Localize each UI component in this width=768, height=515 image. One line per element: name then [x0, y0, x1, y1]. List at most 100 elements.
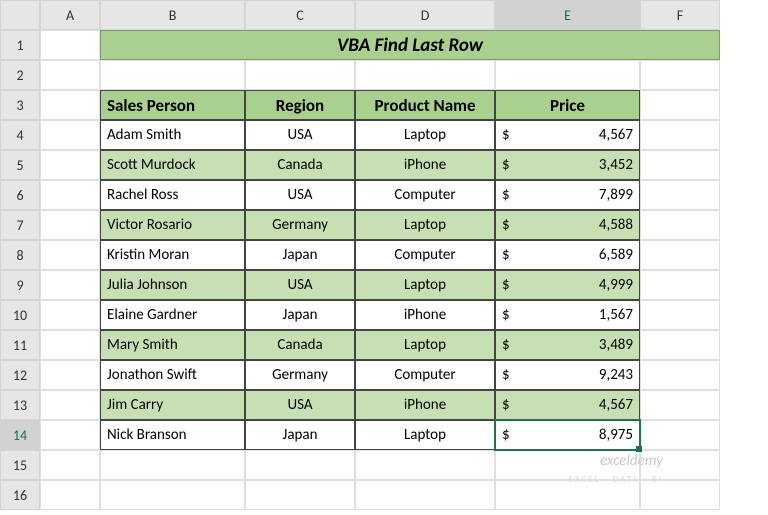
cell-price[interactable]: $4,567	[495, 120, 640, 150]
cell-person[interactable]: Mary Smith	[100, 330, 245, 360]
cell-product[interactable]: Laptop	[355, 330, 495, 360]
empty-cell[interactable]	[640, 90, 720, 120]
row-header[interactable]: 14	[0, 420, 40, 450]
empty-cell[interactable]	[245, 450, 355, 480]
empty-cell[interactable]	[100, 480, 245, 510]
empty-cell[interactable]	[640, 300, 720, 330]
row-header[interactable]: 15	[0, 450, 40, 480]
cell-price[interactable]: $4,588	[495, 210, 640, 240]
empty-cell[interactable]	[355, 450, 495, 480]
empty-cell[interactable]	[40, 270, 100, 300]
col-header[interactable]: C	[245, 0, 355, 30]
row-header[interactable]: 12	[0, 360, 40, 390]
empty-cell[interactable]	[40, 300, 100, 330]
empty-cell[interactable]	[100, 60, 245, 90]
cell-person[interactable]: Rachel Ross	[100, 180, 245, 210]
cell-person[interactable]: Scott Murdock	[100, 150, 245, 180]
cell-price[interactable]: $3,452	[495, 150, 640, 180]
empty-cell[interactable]	[40, 480, 100, 510]
cell-person[interactable]: Julia Johnson	[100, 270, 245, 300]
empty-cell[interactable]	[40, 90, 100, 120]
row-header[interactable]: 13	[0, 390, 40, 420]
empty-cell[interactable]	[40, 330, 100, 360]
cell-product[interactable]: Computer	[355, 180, 495, 210]
cell-region[interactable]: USA	[245, 120, 355, 150]
cell-person[interactable]: Victor Rosario	[100, 210, 245, 240]
cell-product[interactable]: Laptop	[355, 420, 495, 450]
cell-price[interactable]: $4,999	[495, 270, 640, 300]
cell-person[interactable]: Adam Smith	[100, 120, 245, 150]
cell-price[interactable]: $8,975	[495, 420, 640, 450]
cell-region[interactable]: Japan	[245, 300, 355, 330]
empty-cell[interactable]	[40, 120, 100, 150]
empty-cell[interactable]	[40, 180, 100, 210]
cell-product[interactable]: iPhone	[355, 300, 495, 330]
empty-cell[interactable]	[640, 180, 720, 210]
row-header[interactable]: 1	[0, 30, 40, 60]
empty-cell[interactable]	[640, 390, 720, 420]
corner-cell[interactable]	[0, 0, 40, 30]
empty-cell[interactable]	[640, 210, 720, 240]
empty-cell[interactable]	[40, 390, 100, 420]
empty-cell[interactable]	[40, 210, 100, 240]
empty-cell[interactable]	[40, 450, 100, 480]
cell-person[interactable]: Nick Branson	[100, 420, 245, 450]
empty-cell[interactable]	[245, 480, 355, 510]
cell-product[interactable]: iPhone	[355, 150, 495, 180]
cell-region[interactable]: Canada	[245, 330, 355, 360]
cell-person[interactable]: Jonathon Swift	[100, 360, 245, 390]
cell-product[interactable]: Laptop	[355, 270, 495, 300]
row-header[interactable]: 5	[0, 150, 40, 180]
empty-cell[interactable]	[100, 450, 245, 480]
empty-cell[interactable]	[640, 240, 720, 270]
cell-product[interactable]: Laptop	[355, 210, 495, 240]
cell-person[interactable]: Jim Carry	[100, 390, 245, 420]
cell-region[interactable]: Germany	[245, 210, 355, 240]
cell-price[interactable]: $1,567	[495, 300, 640, 330]
row-header[interactable]: 11	[0, 330, 40, 360]
cell-region[interactable]: Germany	[245, 360, 355, 390]
row-header[interactable]: 7	[0, 210, 40, 240]
row-header[interactable]: 16	[0, 480, 40, 510]
cell-person[interactable]: Elaine Gardner	[100, 300, 245, 330]
col-header[interactable]: D	[355, 0, 495, 30]
empty-cell[interactable]	[640, 330, 720, 360]
empty-cell[interactable]	[355, 60, 495, 90]
cell-product[interactable]: Laptop	[355, 120, 495, 150]
empty-cell[interactable]	[640, 60, 720, 90]
row-header[interactable]: 3	[0, 90, 40, 120]
cell-region[interactable]: Canada	[245, 150, 355, 180]
empty-cell[interactable]	[355, 480, 495, 510]
empty-cell[interactable]	[245, 60, 355, 90]
empty-cell[interactable]	[40, 360, 100, 390]
empty-cell[interactable]	[640, 420, 720, 450]
empty-cell[interactable]	[495, 60, 640, 90]
empty-cell[interactable]	[640, 150, 720, 180]
empty-cell[interactable]	[640, 270, 720, 300]
cell-product[interactable]: iPhone	[355, 390, 495, 420]
row-header[interactable]: 9	[0, 270, 40, 300]
empty-cell[interactable]	[40, 60, 100, 90]
empty-cell[interactable]	[40, 240, 100, 270]
col-header[interactable]: E	[495, 0, 640, 30]
cell-region[interactable]: Japan	[245, 240, 355, 270]
empty-cell[interactable]	[640, 120, 720, 150]
cell-region[interactable]: USA	[245, 390, 355, 420]
empty-cell[interactable]	[40, 30, 100, 60]
empty-cell[interactable]	[40, 150, 100, 180]
row-header[interactable]: 8	[0, 240, 40, 270]
row-header[interactable]: 2	[0, 60, 40, 90]
col-header[interactable]: A	[40, 0, 100, 30]
col-header[interactable]: B	[100, 0, 245, 30]
cell-price[interactable]: $6,589	[495, 240, 640, 270]
row-header[interactable]: 4	[0, 120, 40, 150]
col-header[interactable]: F	[640, 0, 720, 30]
cell-product[interactable]: Computer	[355, 360, 495, 390]
cell-price[interactable]: $3,489	[495, 330, 640, 360]
empty-cell[interactable]	[640, 360, 720, 390]
cell-price[interactable]: $7,899	[495, 180, 640, 210]
row-header[interactable]: 6	[0, 180, 40, 210]
cell-person[interactable]: Kristin Moran	[100, 240, 245, 270]
cell-product[interactable]: Computer	[355, 240, 495, 270]
row-header[interactable]: 10	[0, 300, 40, 330]
